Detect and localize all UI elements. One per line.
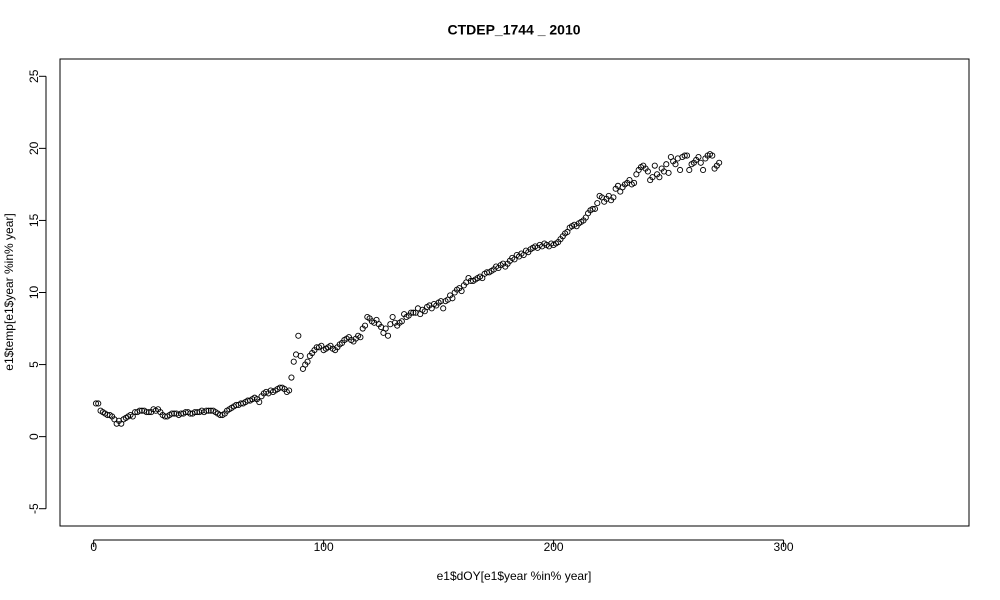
point	[168, 410, 175, 417]
point	[651, 162, 658, 169]
y-tick-label: 5	[27, 361, 41, 368]
point	[357, 334, 364, 341]
point	[286, 387, 293, 394]
y-tick-label: 20	[27, 141, 41, 155]
point	[288, 374, 295, 381]
point	[716, 159, 723, 166]
point	[295, 332, 302, 339]
x-tick-label: 200	[544, 540, 564, 554]
point	[361, 322, 369, 329]
y-tick-label: -5	[27, 503, 41, 514]
x-tick-label: 0	[90, 540, 97, 554]
point	[631, 179, 638, 187]
point	[145, 409, 152, 416]
point	[700, 166, 707, 174]
point	[297, 352, 304, 359]
point	[290, 358, 297, 365]
y-tick-label: 0	[27, 433, 41, 440]
y-tick-label: 10	[27, 286, 41, 300]
point	[697, 159, 704, 166]
point	[437, 298, 444, 305]
point	[440, 305, 447, 312]
point	[136, 407, 143, 414]
point	[205, 407, 212, 414]
x-tick-label: 300	[774, 540, 794, 554]
point	[410, 309, 417, 316]
point	[304, 358, 311, 365]
point	[92, 400, 100, 407]
point	[672, 161, 679, 168]
point	[656, 174, 663, 181]
point	[695, 153, 702, 161]
point	[407, 309, 415, 316]
point	[665, 169, 672, 176]
point	[683, 152, 691, 159]
point	[203, 407, 210, 414]
point	[663, 161, 670, 168]
point	[398, 318, 405, 325]
x-axis-label: e1$dOY[e1$year %in% year]	[437, 569, 592, 583]
point	[610, 194, 617, 201]
point	[649, 174, 656, 181]
plot-box	[59, 58, 970, 527]
point	[594, 200, 601, 207]
point	[644, 168, 651, 175]
chart-title: CTDEP_1744 _ 2010	[447, 22, 580, 38]
point	[677, 166, 684, 174]
point	[458, 288, 465, 295]
y-tick-label: 15	[27, 213, 41, 227]
point	[709, 152, 716, 159]
point	[681, 152, 688, 159]
point	[591, 205, 599, 212]
y-tick-label: 25	[27, 69, 41, 83]
point	[389, 313, 396, 321]
point	[686, 166, 693, 174]
y-axis-label: e1$temp[e1$year %in% year]	[2, 213, 16, 370]
point	[589, 205, 596, 212]
point	[449, 295, 456, 302]
x-tick-label: 100	[314, 540, 334, 554]
point	[143, 409, 150, 416]
point	[382, 325, 389, 332]
point	[384, 332, 392, 339]
point	[191, 409, 198, 416]
point	[95, 400, 102, 407]
point	[256, 398, 263, 406]
